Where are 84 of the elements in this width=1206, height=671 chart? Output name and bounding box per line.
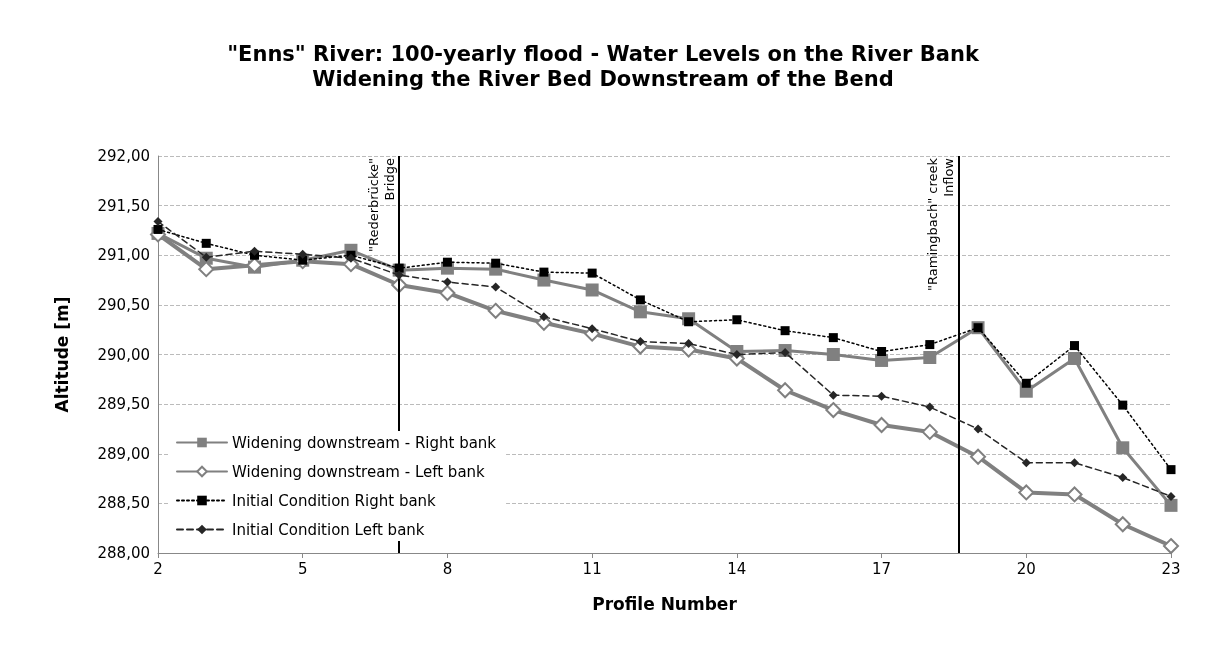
y-tick-label: 288,00 [97,544,150,562]
point [780,326,790,336]
point [1164,498,1178,512]
point [1068,351,1082,365]
y-tick-label: 290,50 [97,295,150,314]
point [1166,465,1176,475]
x-tick-label: 11 [582,559,602,578]
point [825,402,842,419]
ref-line-label: "Rederbrücke" Bridge [365,158,397,253]
point [298,249,308,259]
point [1066,486,1083,503]
y-tick-label: 291,00 [97,246,150,265]
x-tick-label: 8 [442,559,453,578]
point [877,391,887,401]
point [1114,516,1131,533]
point [491,258,501,268]
point [487,302,504,319]
chart-subtitle: Widening the River Bed Downstream of the Bend [312,66,894,91]
point [1018,484,1035,501]
point [539,267,549,277]
point [1166,491,1176,501]
point [635,337,645,347]
point [1021,378,1031,388]
chart-title: "Enns" River: 100-yearly flood - Water Levels on the River Bank [227,41,980,66]
legend-label: Initial Condition Left bank [232,520,425,539]
x-tick-label: 14 [727,559,747,578]
point [828,390,838,400]
legend-label: Widening downstream - Right bank [232,433,497,452]
y-tick-label: 289,00 [97,444,150,463]
point [587,324,597,334]
x-tick-label: 20 [1016,559,1036,578]
point [394,263,404,273]
point [877,347,887,357]
point [587,268,597,278]
point [1118,473,1128,483]
point [1116,441,1130,455]
y-tick-label: 289,50 [97,395,150,414]
y-tick-label: 290,00 [97,345,150,364]
point [635,295,645,305]
y-tick-label: 291,50 [97,196,150,215]
y-tick-label: 288,50 [97,494,150,513]
point [1070,458,1080,468]
point [633,305,647,319]
x-tick-label: 5 [297,559,308,578]
point [970,448,987,465]
point [153,224,163,234]
ref-line-label: "Ramingbach" creek Inflow [925,157,957,291]
point [1070,341,1080,351]
x-tick-label: 23 [1161,559,1181,578]
point [585,283,599,297]
point [439,284,456,301]
point [1163,538,1179,555]
point [826,348,840,361]
point [780,348,790,358]
point [539,312,549,322]
point [925,402,935,412]
point [828,333,838,343]
legend-label: Initial Condition Right bank [232,491,437,510]
point [873,416,890,433]
point [732,350,742,359]
x-tick-label: 17 [872,559,892,578]
point [777,382,794,399]
point [684,339,694,349]
point [973,424,983,434]
point [442,257,452,267]
point [732,315,742,325]
x-axis-title: Profile Number [592,593,738,614]
point [249,246,259,256]
point [1118,400,1128,410]
point [923,350,937,364]
point [921,423,938,440]
point [198,261,215,278]
point [684,317,694,327]
point [394,270,404,280]
y-tick-label: 292,00 [97,147,150,165]
x-tick-label: 2 [153,559,163,578]
point [442,277,452,287]
point [201,238,211,248]
point [925,340,935,350]
point [153,217,163,227]
point [1021,458,1031,468]
point [491,282,501,292]
legend-label: Widening downstream - Left bank [232,462,486,481]
y-axis-title: Altitude [m] [51,296,72,413]
